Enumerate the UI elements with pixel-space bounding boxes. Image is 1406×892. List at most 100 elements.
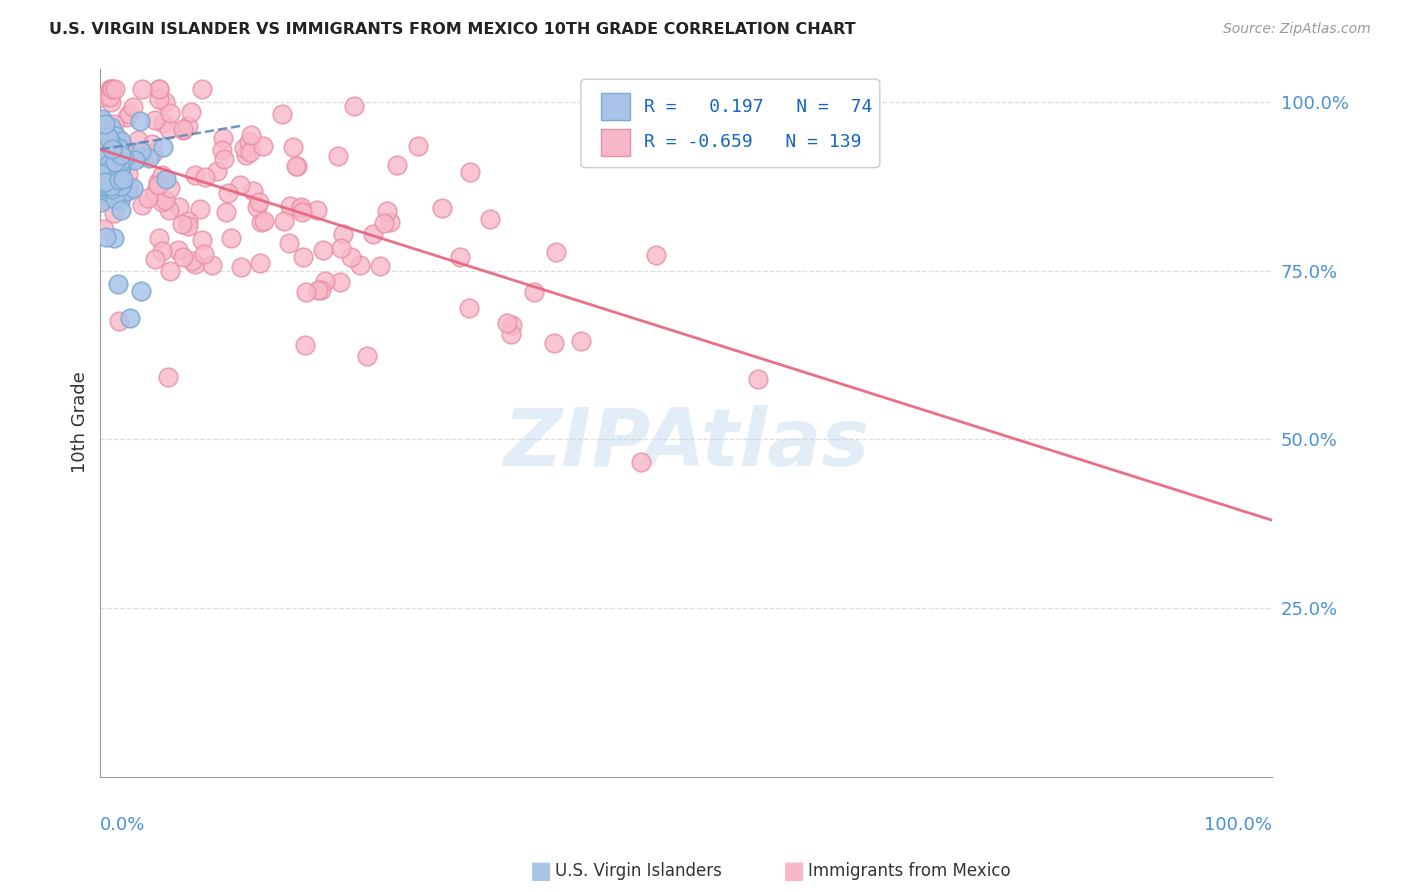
Point (458, 301, 481, 315)
Point (141, 136, 163, 151)
Point (153, 193, 176, 207)
Point (356, 350, 378, 364)
Point (110, 134, 132, 148)
Point (150, 195, 173, 210)
Point (177, 119, 200, 133)
Point (205, 163, 228, 178)
Point (159, 121, 181, 136)
Point (280, 199, 302, 213)
Point (117, 107, 139, 121)
Text: U.S. VIRGIN ISLANDER VS IMMIGRANTS FROM MEXICO 10TH GRADE CORRELATION CHART: U.S. VIRGIN ISLANDER VS IMMIGRANTS FROM … (49, 22, 856, 37)
Point (100, 162, 122, 177)
Point (630, 455, 652, 469)
Point (238, 135, 260, 149)
Point (172, 217, 194, 231)
Point (131, 144, 153, 158)
Point (148, 231, 170, 245)
Point (183, 257, 205, 271)
Point (229, 260, 252, 274)
Point (94, 148, 117, 162)
Point (188, 202, 211, 216)
Point (159, 106, 181, 120)
Point (100, 146, 122, 161)
Point (449, 250, 471, 264)
Point (307, 202, 329, 217)
Point (252, 139, 274, 153)
Point (343, 99, 366, 113)
Point (94, 175, 117, 189)
Point (172, 123, 194, 137)
Point (118, 311, 141, 326)
Point (143, 185, 166, 199)
Point (250, 215, 273, 229)
Point (361, 227, 384, 241)
Point (432, 202, 454, 216)
Point (291, 250, 314, 264)
Point (349, 258, 371, 272)
Point (229, 178, 252, 192)
Point (98, 133, 121, 147)
Point (111, 158, 134, 172)
Point (90, 166, 112, 180)
Point (172, 121, 194, 136)
Point (235, 148, 257, 162)
Point (176, 214, 198, 228)
Point (96, 178, 118, 192)
Point (152, 139, 174, 153)
Point (191, 81, 214, 95)
Point (288, 202, 311, 216)
Point (571, 334, 593, 348)
Point (328, 149, 350, 163)
Point (167, 200, 190, 214)
Point (108, 164, 131, 178)
Point (90, 167, 112, 181)
Point (219, 231, 242, 245)
Point (108, 194, 131, 209)
Point (94, 175, 117, 189)
Point (93, 222, 115, 236)
Point (148, 91, 170, 105)
Point (100, 145, 122, 159)
Point (212, 152, 235, 166)
Point (312, 243, 335, 257)
Point (181, 253, 204, 268)
Point (122, 181, 145, 195)
Point (546, 244, 568, 259)
Point (385, 158, 408, 172)
Text: ■: ■ (783, 859, 806, 882)
Point (93, 184, 115, 198)
Point (108, 173, 131, 187)
Point (294, 285, 316, 299)
Point (501, 318, 523, 332)
Point (290, 200, 312, 214)
Point (97, 164, 120, 178)
Point (111, 172, 134, 186)
Point (167, 243, 190, 257)
Point (104, 155, 127, 169)
Point (96, 159, 118, 173)
Point (180, 105, 202, 120)
Point (93, 122, 115, 136)
Point (131, 81, 153, 95)
Point (377, 204, 399, 219)
Point (101, 186, 124, 201)
Point (194, 169, 217, 184)
Point (120, 145, 142, 160)
Point (136, 191, 159, 205)
Point (307, 283, 329, 297)
Y-axis label: 10th Grade: 10th Grade (72, 372, 89, 474)
Point (143, 113, 166, 128)
Point (107, 146, 129, 161)
Point (100, 120, 122, 135)
Point (314, 274, 336, 288)
Point (148, 175, 170, 189)
Point (131, 198, 153, 212)
Point (115, 110, 138, 124)
FancyBboxPatch shape (581, 79, 880, 168)
Point (330, 240, 353, 254)
Point (146, 178, 169, 192)
Point (157, 202, 180, 217)
Point (309, 283, 332, 297)
Point (100, 81, 122, 95)
Point (339, 250, 361, 264)
